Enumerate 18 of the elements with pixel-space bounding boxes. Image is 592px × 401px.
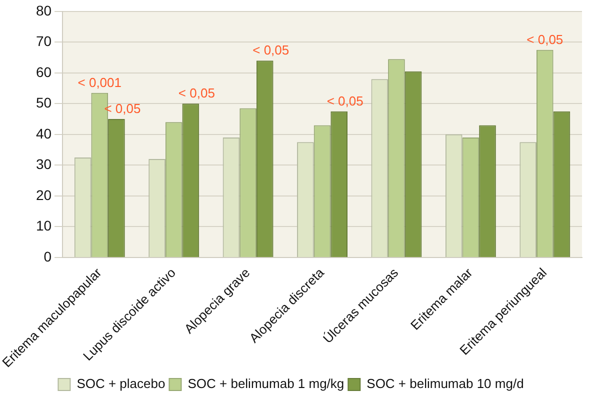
y-tick-label: 60: [36, 64, 52, 80]
legend-label: SOC + belimumab 1 mg/kg: [188, 376, 344, 392]
annotation: < 0,05: [252, 42, 290, 58]
y-tick-label: 70: [36, 33, 52, 50]
y-tick-label: 10: [36, 218, 52, 234]
y-tick-label: 20: [36, 186, 52, 203]
legend-label: SOC + placebo: [76, 376, 166, 392]
legend-label: SOC + belimumab 10 mg/d: [366, 376, 524, 392]
y-tick-label: 0: [44, 248, 52, 264]
annotation: < 0,05: [178, 86, 215, 101]
y-tick-label: 50: [36, 94, 52, 111]
annotation: < 0,05: [326, 93, 364, 108]
annotation: < 0,05: [526, 32, 564, 47]
y-tick-label: 40: [36, 125, 52, 142]
y-tick-label: 30: [36, 156, 52, 172]
annotation: < 0,001: [78, 74, 122, 90]
y-tick-label: 80: [36, 2, 52, 18]
annotation: < 0,05: [104, 101, 141, 116]
